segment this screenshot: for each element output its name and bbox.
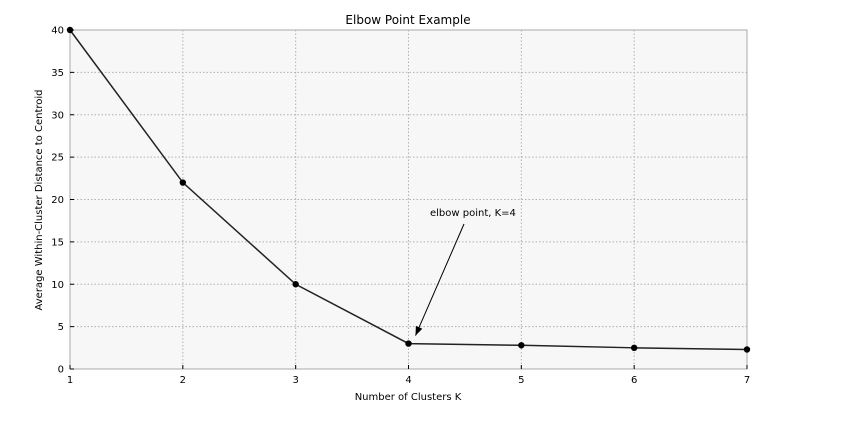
data-point [66,26,74,34]
annotation-arrowhead [415,325,423,336]
y-tick-label: 35 [51,68,64,79]
x-tick-label: 3 [292,375,298,386]
x-tick-label: 1 [67,375,73,386]
y-tick-label: 20 [51,195,64,206]
gridlines [70,30,747,369]
data-point [630,344,638,352]
data-point [405,340,412,347]
x-tick-label: 2 [180,375,186,386]
y-tick-label: 25 [51,153,64,164]
chart-title: Elbow Point Example [345,13,470,27]
annotation-text: elbow point, K=4 [430,208,516,219]
y-tick-label: 5 [58,322,64,333]
annotation: elbow point, K=4 [415,208,516,336]
series-layer [66,26,751,353]
annotation-arrow-line [415,223,465,336]
y-tick-label: 15 [51,237,64,248]
y-tick-label: 0 [58,365,64,376]
x-tick-label: 4 [405,375,411,386]
axis-ticks: 1 2 3 4 5 6 7 0 5 10 15 20 25 30 35 40 [51,26,750,387]
data-point [518,342,525,349]
data-point [292,281,299,288]
x-axis-label: Number of Clusters K [355,392,462,403]
x-tick-label: 7 [744,375,750,386]
x-tick-label: 5 [518,375,524,386]
y-tick-label: 10 [51,280,64,291]
x-tick-label: 6 [631,375,637,386]
y-tick-label: 40 [51,26,64,37]
y-tick-label: 30 [51,110,64,121]
y-axis-label: Average Within-Cluster Distance to Centr… [34,90,45,311]
data-point [179,179,187,186]
data-point [743,346,751,353]
